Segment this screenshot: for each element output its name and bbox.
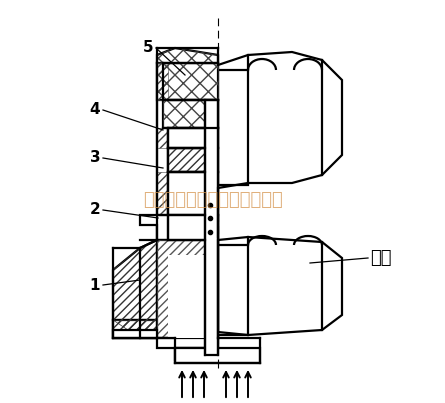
Polygon shape: [113, 240, 157, 338]
Text: 5: 5: [143, 40, 154, 56]
Polygon shape: [157, 338, 218, 348]
Polygon shape: [218, 52, 342, 188]
Polygon shape: [113, 320, 157, 338]
Text: 3: 3: [90, 150, 100, 166]
Polygon shape: [157, 63, 218, 100]
Polygon shape: [175, 348, 260, 363]
Polygon shape: [205, 100, 218, 355]
Polygon shape: [218, 237, 342, 335]
Polygon shape: [168, 215, 218, 240]
Polygon shape: [163, 100, 218, 128]
Polygon shape: [157, 63, 168, 240]
Polygon shape: [168, 148, 218, 172]
Polygon shape: [175, 348, 218, 360]
Text: 2: 2: [89, 202, 101, 218]
Polygon shape: [168, 128, 218, 148]
Polygon shape: [113, 320, 157, 338]
Text: 阀芯: 阀芯: [370, 249, 392, 267]
Text: 4: 4: [90, 102, 100, 118]
Polygon shape: [140, 215, 218, 240]
Polygon shape: [157, 48, 218, 63]
Polygon shape: [168, 172, 218, 215]
Polygon shape: [168, 255, 205, 338]
Text: 1: 1: [90, 278, 100, 293]
Polygon shape: [157, 240, 218, 338]
Polygon shape: [113, 330, 157, 338]
Text: 东莞市马赫机械设备有限公司: 东莞市马赫机械设备有限公司: [143, 191, 283, 209]
